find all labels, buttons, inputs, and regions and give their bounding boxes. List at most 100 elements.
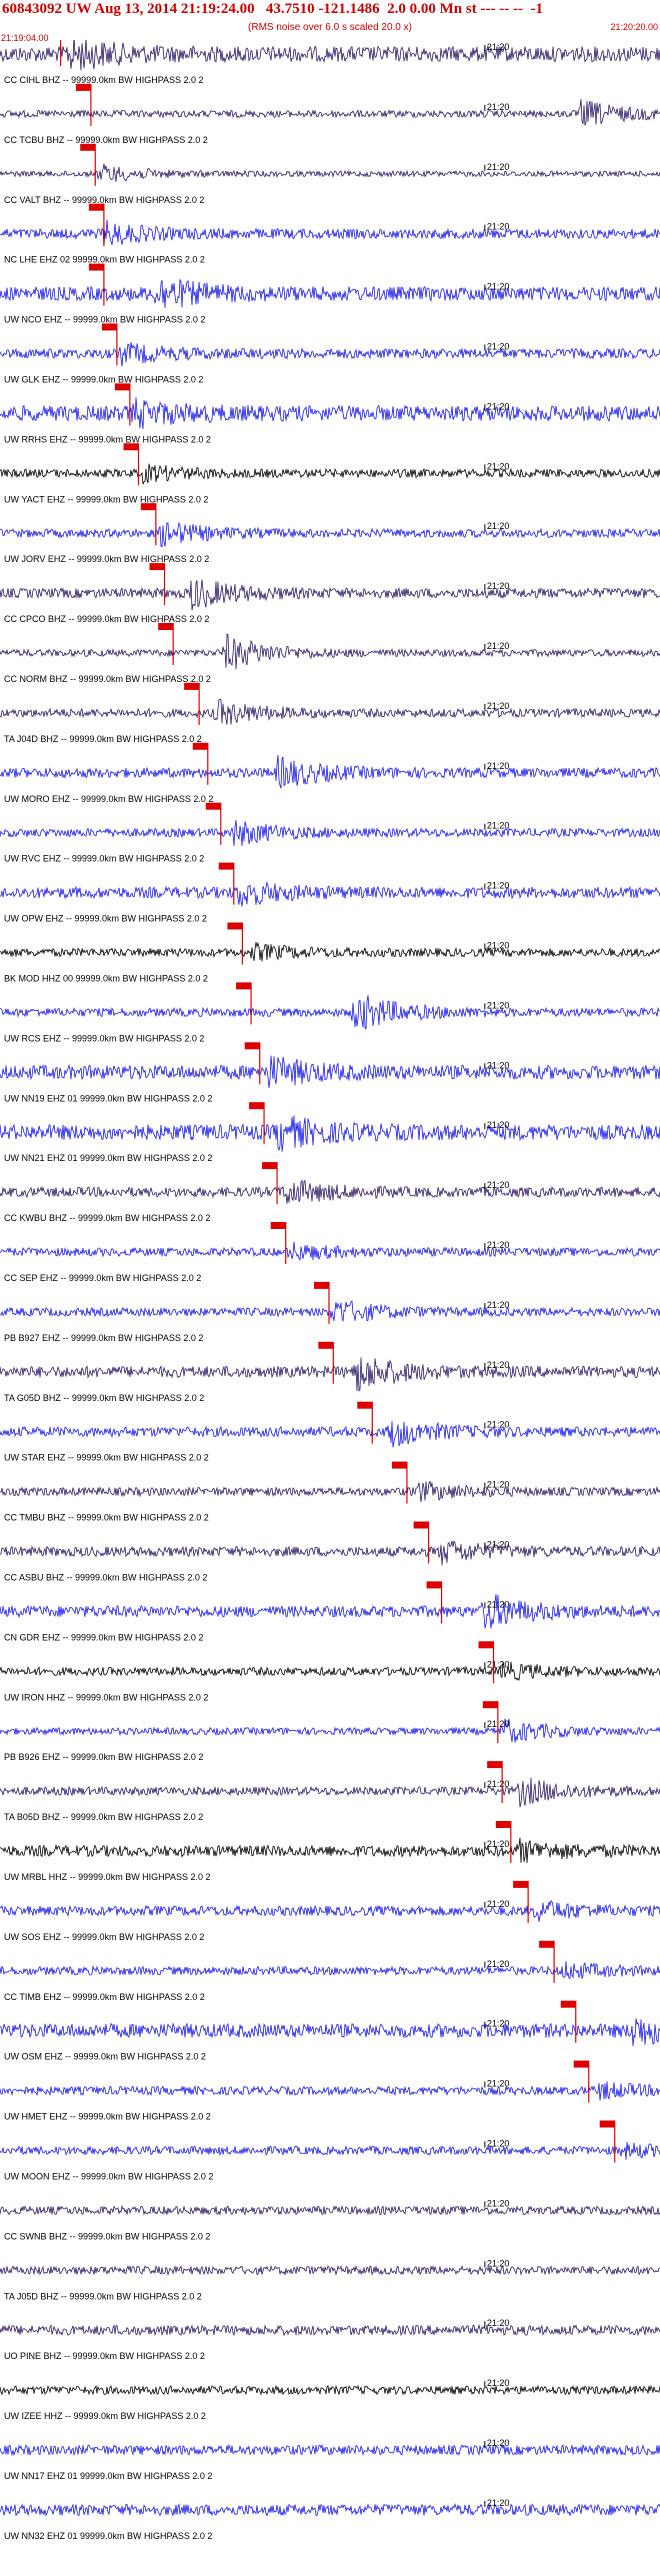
time-tick-label: 21:20 [487,42,510,52]
time-tick-label: 21:20 [487,761,510,771]
event-title: 60843092 UW Aug 13, 2014 21:19:24.00 43.… [2,1,543,17]
channel-label: UW YACT EHZ -- 99999.0km BW HIGHPASS 2.0… [4,494,208,504]
channel-label: CC TMBU BHZ -- 99999.0km BW HIGHPASS 2.0… [4,1513,209,1523]
channel-trace: 21:20 CC ASBU BHZ -- 99999.0km BW HIGHPAS… [0,1521,660,1583]
pick-flag [426,1581,442,1589]
time-tick-label: 21:20 [487,461,510,471]
time-tick-label: 21:20 [487,1659,510,1669]
time-tick-label: 21:20 [487,2318,510,2328]
channel-trace: 21:20 UW HMET EHZ -- 99999.0km BW HIGHPAS… [0,2060,660,2122]
time-tick-label: 21:20 [487,1000,510,1010]
channel-label: UW NCO EHZ -- 99999.0km BW HIGHPASS 2.0 … [4,315,205,325]
pick-flag [495,1821,511,1828]
waveform-line [0,1777,660,1808]
waveform-line [0,1241,660,1261]
channel-label: TA G05D BHZ -- 99999.0km BW HIGHPASS 2.0… [4,1393,204,1403]
channel-trace: 21:20 CC SEP EHZ -- 99999.0km BW HIGHPASS… [0,1222,660,1283]
channel-label: UW NN21 EHZ 01 99999.0km BW HIGHPASS 2.0… [4,1153,212,1163]
pick-flag [599,2120,615,2128]
waveform-line [0,1055,660,1088]
channel-label: NC LHE EHZ 02 99999.0km BW HIGHPASS 2.0 … [4,255,205,265]
channel-label: UW SOS EHZ -- 99999.0km BW HIGHPASS 2.0 … [4,1932,204,1942]
channel-trace: 21:20 UW MRBL HHZ -- 99999.0km BW HIGHPAS… [0,1821,660,1882]
waveform-line [0,1357,660,1392]
waveform-line [0,2204,660,2216]
pick-flag [184,682,200,690]
channel-trace: 21:20 CC CIHL BHZ -- 99999.0km BW HIGHPAS… [0,40,660,85]
channel-label: UW OSM EHZ -- 99999.0km BW HIGHPASS 2.0 … [4,2052,206,2062]
time-tick-label: 21:20 [487,2438,510,2448]
time-tick-label: 21:20 [487,1360,510,1370]
time-tick-label: 21:20 [487,102,510,112]
channel-trace: 21:20 UW RRHS EHZ -- 99999.0km BW HIGHPAS… [0,383,660,444]
time-tick-label: 21:20 [487,1120,510,1130]
channel-label: TA B05D BHZ -- 99999.0km BW HIGHPASS 2.0… [4,1812,203,1822]
channel-label: UW IRON HHZ -- 99999.0km BW HIGHPASS 2.0… [4,1692,208,1702]
time-tick-label: 21:20 [487,1060,510,1070]
channel-trace: 21:20 UW SOS EHZ -- 99999.0km BW HIGHPASS… [0,1880,660,1942]
pick-flag [158,623,174,630]
waveform-line [0,698,660,725]
time-tick-label: 21:20 [487,641,510,651]
channel-label: CC VALT BHZ -- 99999.0km BW HIGHPASS 2.0… [4,195,204,205]
channel-trace: 21:20 CC VALT BHZ -- 99999.0km BW HIGHPAS… [0,143,660,205]
time-tick-label: 21:20 [487,521,510,531]
time-tick-label: 21:20 [487,342,510,352]
plot-header: 60843092 UW Aug 13, 2014 21:19:24.00 43.… [0,0,660,43]
waveform-line [0,342,660,367]
channel-trace: 21:20 UW JORV EHZ -- 99999.0km BW HIGHPAS… [0,503,660,564]
pick-flag [101,323,117,331]
time-tick-label: 21:20 [487,2019,510,2029]
channel-trace: 21:20 UW RCS EHZ -- 99999.0km BW HIGHPASS… [0,982,660,1043]
waveform-line [0,2081,660,2101]
waveform-line [0,99,660,126]
channel-label: UO PINE BHZ -- 99999.0km BW HIGHPASS 2.0… [4,2351,205,2361]
channel-label: CC KWBU BHZ -- 99999.0km BW HIGHPASS 2.0… [4,1213,210,1223]
channel-label: CC TCBU BHZ -- 99999.0km BW HIGHPASS 2.0… [4,135,208,145]
time-tick-label: 21:20 [487,1779,510,1789]
channel-label: CN GDR EHZ -- 99999.0km BW HIGHPASS 2.0 … [4,1632,203,1642]
channel-label: UW OPW EHZ -- 99999.0km BW HIGHPASS 2.0 … [4,914,207,924]
waveform-line [0,1540,660,1566]
channel-label: TA J04D BHZ -- 99999.0km BW HIGHPASS 2.0… [4,734,202,744]
channel-trace: 21:20 TA B05D BHZ -- 99999.0km BW HIGHPAS… [0,1761,660,1822]
time-tick-label: 21:20 [487,162,510,172]
seismogram-plot: 21:20 CC CIHL BHZ -- 99999.0km BW HIGHPAS… [0,40,660,2541]
channel-label: CC NORM BHZ -- 99999.0km BW HIGHPASS 2.0… [4,674,211,684]
pick-flag [357,1401,373,1409]
time-tick-label: 21:20 [487,282,510,292]
pick-flag [140,503,156,511]
time-tick-label: 21:20 [487,1599,510,1609]
channel-trace: 21:20 CC KWBU BHZ -- 99999.0km BW HIGHPAS… [0,1162,660,1223]
pick-flag [192,742,208,750]
waveform-line [0,1480,660,1502]
time-tick-label: 21:20 [487,2258,510,2268]
start-time: 21:19:04.00 [1,33,49,43]
waveform-line [0,995,660,1030]
channel-label: PB B926 EHZ -- 99999.0km BW HIGHPASS 2.0… [4,1752,203,1762]
channel-label: CC CPCO BHZ -- 99999.0km BW HIGHPASS 2.0… [4,614,209,624]
channel-label: CC TIMB EHZ -- 99999.0km BW HIGHPASS 2.0… [4,1992,205,2002]
waveform-line [0,2384,660,2396]
pick-flag [88,203,104,211]
waveform-line [0,397,660,430]
waveform-line [0,820,660,847]
pick-flag [205,802,221,810]
channel-trace: 21:20 UW STAR EHZ -- 99999.0km BW HIGHPAS… [0,1401,660,1463]
channel-label: UW HMET EHZ -- 99999.0km BW HIGHPASS 2.0… [4,2112,211,2122]
time-tick-label: 21:20 [487,2498,510,2508]
pick-flag [318,1341,334,1349]
channel-label: UW STAR EHZ -- 99999.0km BW HIGHPASS 2.0… [4,1453,209,1463]
channel-label: UW NN32 EHZ 01 99999.0km BW HIGHPASS 2.0… [4,2531,212,2541]
time-tick-label: 21:20 [487,881,510,891]
time-tick-label: 21:20 [487,581,510,591]
channel-label: UW NN19 EHZ 01 99999.0km BW HIGHPASS 2.0… [4,1093,212,1103]
pick-flag [560,2000,576,2008]
pick-flag [114,383,130,391]
waveform-line [0,2502,660,2517]
channel-label: UW MRBL HHZ -- 99999.0km BW HIGHPASS 2.0… [4,1872,211,1882]
channel-trace: 21:20 CC SWNB BHZ -- 99999.0km BW HIGHPAS… [0,2198,660,2241]
pick-flag [270,1222,286,1229]
waveform-line [0,2443,660,2457]
channel-label: UW RCS EHZ -- 99999.0km BW HIGHPASS 2.0 … [4,1033,204,1043]
